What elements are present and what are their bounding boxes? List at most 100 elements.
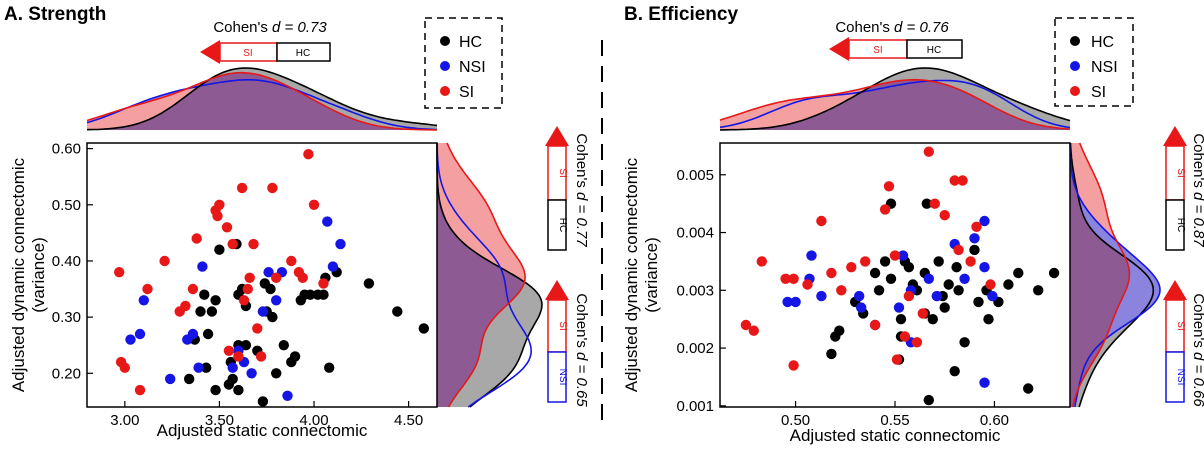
point-si bbox=[236, 182, 248, 194]
point-hc bbox=[305, 289, 316, 300]
density-hc-right-line bbox=[436, 143, 543, 408]
density-nsi-right-line bbox=[436, 142, 533, 408]
effect-bar-low: SI bbox=[873, 45, 882, 56]
x-tick-label: 0.50 bbox=[781, 412, 810, 429]
point-nsi bbox=[979, 377, 990, 388]
point-nsi bbox=[263, 267, 274, 278]
point-nsi bbox=[335, 238, 346, 250]
point-si bbox=[214, 199, 225, 210]
panel-title-strength: A. Strength bbox=[4, 4, 106, 25]
y-axis-label-2: (variance) bbox=[29, 237, 48, 313]
legend-label-si: SI bbox=[1091, 84, 1106, 101]
point-nsi bbox=[893, 302, 905, 313]
point-hc bbox=[953, 285, 964, 296]
point-hc bbox=[885, 273, 897, 284]
effect-bar-low: SI bbox=[557, 168, 568, 177]
point-si bbox=[911, 337, 923, 348]
legend-box bbox=[424, 17, 503, 109]
point-hc bbox=[214, 244, 225, 255]
y-tick-label: 0.40 bbox=[52, 253, 81, 270]
point-hc bbox=[1013, 267, 1024, 279]
x-tick-label: 0.55 bbox=[880, 412, 909, 429]
right-marginal-density bbox=[436, 142, 543, 408]
point-hc bbox=[199, 289, 210, 300]
point-hc bbox=[418, 323, 429, 334]
point-hc bbox=[834, 325, 845, 336]
point-hc bbox=[1033, 285, 1044, 296]
point-hc bbox=[195, 306, 206, 317]
point-si bbox=[303, 149, 314, 160]
point-hc bbox=[210, 295, 221, 306]
effect-size-text: Cohen's d = 0.77 bbox=[573, 133, 590, 247]
point-si bbox=[903, 290, 915, 302]
point-si bbox=[846, 262, 857, 273]
point-nsi bbox=[246, 368, 257, 379]
point-si bbox=[221, 222, 233, 233]
point-hc bbox=[210, 384, 221, 396]
top-effect-annotation: Cohen's d = 0.73 SI HC bbox=[200, 19, 331, 64]
legend-label-hc: HC bbox=[459, 34, 482, 51]
right-effect-annotation-2: SI NSI Cohen's d = 0.65 bbox=[545, 280, 590, 407]
point-nsi bbox=[197, 261, 208, 272]
point-hc bbox=[873, 285, 885, 296]
point-hc bbox=[259, 278, 270, 289]
point-nsi bbox=[327, 261, 339, 272]
point-si bbox=[965, 256, 976, 267]
point-hc bbox=[895, 314, 907, 325]
y-tick-label: 0.003 bbox=[676, 282, 714, 299]
density-overlap-top bbox=[720, 79, 1070, 130]
effect-bar-low: SI bbox=[557, 321, 568, 330]
right-effect-annotation-1: SI HC Cohen's d = 0.77 bbox=[545, 126, 590, 251]
point-si bbox=[114, 267, 125, 278]
point-si bbox=[271, 272, 282, 283]
x-tick-label: 4.50 bbox=[394, 412, 423, 429]
point-hc bbox=[951, 262, 962, 273]
point-hc bbox=[202, 328, 214, 340]
density-si-top-line bbox=[719, 78, 1071, 130]
point-hc bbox=[826, 348, 837, 360]
point-si bbox=[187, 283, 199, 295]
legend-marker-hc bbox=[1070, 36, 1080, 46]
density-nsi-right-line bbox=[1069, 143, 1161, 408]
point-nsi bbox=[806, 250, 817, 261]
point-nsi bbox=[816, 290, 827, 302]
point-si bbox=[957, 175, 968, 186]
point-si bbox=[308, 199, 320, 210]
effect-bar-high: NSI bbox=[1175, 369, 1186, 386]
scatter-points bbox=[740, 146, 1060, 406]
axis-ticks: 3.00 3.50 4.00 4.50 0.20 0.30 0.40 0.50 0.60 bbox=[52, 141, 423, 429]
density-overlap-top bbox=[87, 72, 437, 130]
x-axis-label: Adjusted static connectomic bbox=[157, 421, 368, 440]
point-hc bbox=[363, 278, 375, 289]
point-si bbox=[242, 283, 253, 295]
arrow-left-icon bbox=[200, 40, 220, 64]
point-si bbox=[286, 255, 297, 267]
y-tick-label: 0.20 bbox=[52, 365, 81, 382]
point-si bbox=[180, 300, 191, 312]
arrow-up-icon bbox=[1163, 126, 1187, 146]
point-hc bbox=[879, 256, 891, 267]
point-si bbox=[971, 221, 982, 232]
point-si bbox=[142, 283, 153, 295]
point-hc bbox=[927, 314, 938, 325]
point-si bbox=[939, 210, 950, 221]
effect-bar-high: NSI bbox=[557, 369, 568, 386]
point-si bbox=[191, 233, 202, 244]
point-nsi bbox=[790, 296, 801, 308]
point-hc bbox=[257, 396, 269, 407]
top-marginal-density bbox=[719, 67, 1071, 131]
density-overlap-right bbox=[437, 143, 524, 407]
point-si bbox=[134, 384, 146, 396]
point-hc bbox=[201, 362, 212, 373]
point-si bbox=[748, 325, 759, 336]
top-effect-annotation: Cohen's d = 0.76 SI HC bbox=[829, 19, 963, 61]
legend-marker-si bbox=[1070, 86, 1080, 96]
axis-ticks: 0.50 0.55 0.60 0.001 0.002 0.003 0.004 0.005 bbox=[676, 167, 1009, 429]
point-si bbox=[238, 295, 250, 306]
density-nsi-top-line bbox=[86, 79, 438, 131]
y-axis-label-2: (variance) bbox=[642, 237, 661, 313]
y-tick-label: 0.004 bbox=[676, 225, 714, 242]
point-si bbox=[788, 273, 799, 284]
y-tick-label: 0.005 bbox=[676, 167, 714, 184]
point-nsi bbox=[854, 290, 865, 302]
